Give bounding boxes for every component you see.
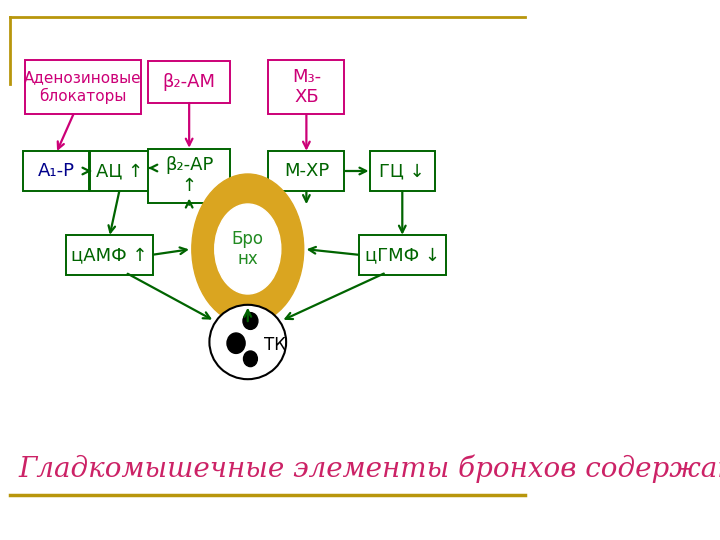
FancyBboxPatch shape (369, 151, 435, 191)
Ellipse shape (215, 204, 281, 294)
Text: ТК: ТК (264, 336, 286, 354)
Circle shape (243, 313, 258, 329)
Text: Гладкомышечные элементы бронхов содержат: Гладкомышечные элементы бронхов содержат (19, 455, 720, 483)
FancyBboxPatch shape (269, 60, 344, 114)
Text: ГЦ ↓: ГЦ ↓ (379, 162, 426, 180)
Text: Аденозиновые
блокаторы: Аденозиновые блокаторы (24, 70, 141, 104)
FancyBboxPatch shape (148, 149, 230, 203)
FancyBboxPatch shape (66, 235, 153, 275)
Circle shape (227, 333, 245, 353)
Text: Бро
нх: Бро нх (232, 230, 264, 268)
Text: цАМФ ↑: цАМФ ↑ (71, 246, 148, 264)
FancyBboxPatch shape (24, 60, 140, 114)
Text: АЦ ↑: АЦ ↑ (96, 162, 143, 180)
FancyBboxPatch shape (90, 151, 150, 191)
Text: цГМФ ↓: цГМФ ↓ (365, 246, 440, 264)
Text: β₂-АР
↑: β₂-АР ↑ (165, 157, 213, 195)
FancyBboxPatch shape (148, 61, 230, 103)
FancyBboxPatch shape (359, 235, 446, 275)
FancyBboxPatch shape (23, 151, 89, 191)
FancyBboxPatch shape (269, 151, 344, 191)
Text: β₂-АМ: β₂-АМ (163, 73, 216, 91)
Ellipse shape (210, 305, 286, 379)
Text: М₃-
ХБ: М₃- ХБ (292, 68, 321, 106)
Text: А₁-Р: А₁-Р (37, 162, 74, 180)
Ellipse shape (192, 174, 304, 324)
Circle shape (243, 351, 257, 367)
Text: М-ХР: М-ХР (284, 162, 329, 180)
